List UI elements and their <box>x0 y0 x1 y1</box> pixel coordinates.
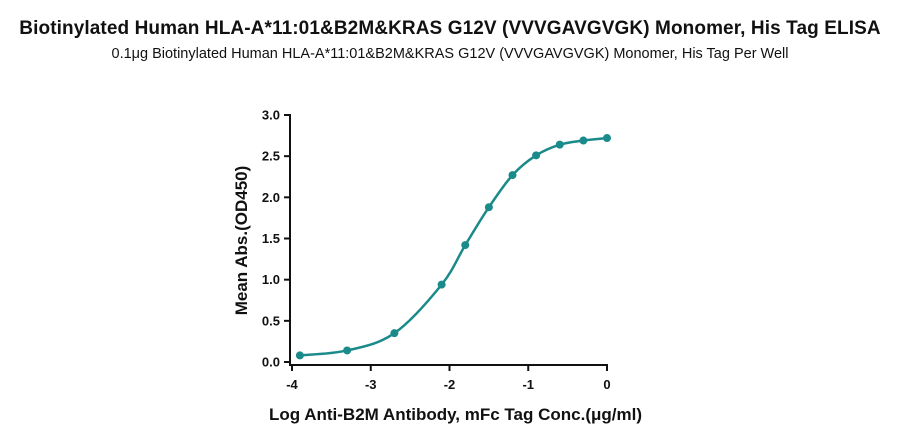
x-tick-label: 0 <box>603 377 610 392</box>
data-point <box>484 203 493 212</box>
data-point <box>390 329 399 338</box>
y-tick-label: 0.5 <box>262 313 280 328</box>
y-tick-label: 3.0 <box>262 108 280 123</box>
y-tick-label: 1.5 <box>262 231 280 246</box>
data-points <box>295 134 611 360</box>
data-point <box>555 140 564 149</box>
x-tick-label: -3 <box>365 377 377 392</box>
y-tick-label: 0.0 <box>262 355 280 370</box>
data-point <box>603 134 611 143</box>
x-tick-label: -1 <box>522 377 534 392</box>
fit-curve-layer <box>298 136 609 357</box>
y-tick-label: 1.0 <box>262 272 280 287</box>
axes: 0.0 0.5 1.0 1.5 2.0 2.5 3.0 -4 -3 -2 -1 0 <box>262 108 611 393</box>
chart-title: Biotinylated Human HLA-A*11:01&B2M&KRAS … <box>19 18 881 39</box>
data-point <box>343 346 352 355</box>
x-tick-label: -4 <box>286 377 298 392</box>
fit-curve <box>298 136 609 357</box>
chart-subtitle: 0.1μg Biotinylated Human HLA-A*11:01&B2M… <box>111 46 789 62</box>
x-tick-label: -2 <box>444 377 456 392</box>
data-point <box>532 151 541 160</box>
data-point <box>295 351 304 360</box>
data-point <box>461 241 470 250</box>
x-axis-label: Log Anti-B2M Antibody, mFc Tag Conc.(μg/… <box>269 405 642 424</box>
data-point <box>508 171 517 180</box>
y-tick-label: 2.0 <box>262 190 280 205</box>
data-point <box>579 136 588 145</box>
y-tick-label: 2.5 <box>262 149 280 164</box>
data-point <box>437 280 446 289</box>
y-axis-label: Mean Abs.(OD450) <box>232 166 251 316</box>
